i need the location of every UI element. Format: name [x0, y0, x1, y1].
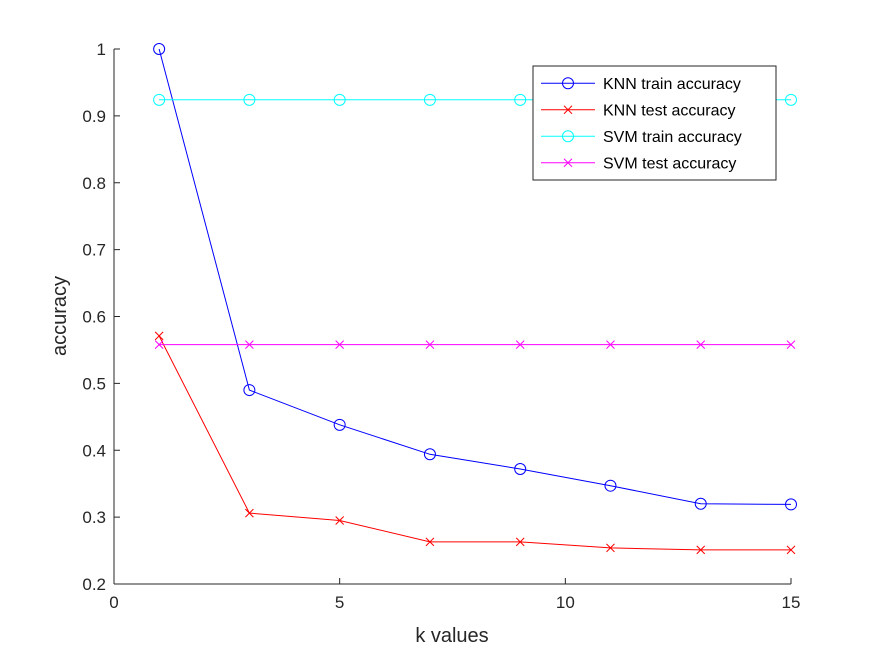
series-line	[158, 335, 791, 551]
legend-item: KNN test accuracy	[541, 102, 735, 119]
data-point	[604, 479, 617, 492]
marker-stroke	[245, 508, 254, 518]
data-point	[333, 93, 346, 106]
marker-stroke	[515, 537, 525, 547]
data-point	[785, 498, 797, 511]
legend-marker	[562, 130, 574, 143]
data-point	[514, 93, 527, 106]
x-tick-label: 0	[109, 593, 118, 612]
marker-stroke	[786, 340, 796, 349]
x-tick-label: 5	[335, 593, 344, 612]
legend-label: SVM test accuracy	[603, 155, 736, 172]
marker-stroke	[515, 340, 525, 349]
marker-stroke	[335, 516, 345, 525]
y-tick-label: 1	[97, 40, 106, 59]
data-point	[514, 462, 527, 475]
data-point	[786, 340, 796, 349]
data-point	[515, 340, 525, 349]
data-point	[335, 516, 345, 525]
y-tick-label: 0.5	[82, 374, 106, 393]
y-tick-label: 0.4	[82, 441, 106, 460]
marker-stroke	[425, 340, 435, 349]
marker-stroke	[786, 545, 796, 555]
data-point	[243, 384, 256, 397]
data-point	[425, 537, 435, 547]
marker-stroke	[425, 537, 435, 547]
legend-item: SVM train accuracy	[541, 129, 742, 146]
x-tick-label: 10	[556, 593, 575, 612]
axes: 0 5 10 15 0.2 0.3 0.4 0.5 0.6 0.7 0.8 0.9 1	[82, 40, 800, 612]
marker-stroke	[154, 331, 164, 341]
y-tick-label: 0.7	[82, 241, 106, 260]
data-point	[696, 340, 706, 349]
data-point	[243, 93, 256, 106]
y-tick-label: 0.9	[82, 107, 106, 126]
data-point	[515, 537, 525, 547]
data-point	[153, 93, 166, 106]
data-point	[785, 93, 797, 106]
legend-marker	[563, 158, 573, 168]
x-tick-label: 15	[782, 593, 801, 612]
legend-marker	[563, 105, 573, 115]
marker-stroke	[696, 340, 706, 349]
marker-stroke	[563, 105, 573, 115]
y-axis-title: accuracy	[49, 276, 71, 356]
marker-stroke	[154, 340, 164, 349]
y-tick-label: 0.2	[82, 575, 106, 594]
marker-stroke	[245, 340, 254, 349]
legend-item: SVM test accuracy	[541, 155, 736, 172]
legend-label: KNN train accuracy	[603, 76, 741, 93]
data-point	[153, 43, 166, 55]
data-point	[245, 340, 254, 349]
legend-item: KNN train accuracy	[541, 76, 741, 93]
data-point	[245, 508, 254, 518]
y-tick-label: 0.3	[82, 508, 106, 527]
data-point	[696, 545, 706, 555]
marker-stroke	[696, 545, 706, 555]
marker-stroke	[335, 340, 345, 349]
series-knn-test-accuracy	[154, 331, 796, 555]
data-point	[423, 93, 436, 106]
y-tick-label: 0.6	[82, 308, 106, 327]
data-point	[606, 340, 615, 349]
data-point	[786, 545, 796, 555]
x-axis-title: k values	[415, 625, 488, 647]
marker-stroke	[563, 158, 573, 168]
legend-label: SVM train accuracy	[603, 129, 742, 146]
legend-marker	[562, 77, 574, 90]
y-tick-label: 0.8	[82, 174, 106, 193]
series-svm-test-accuracy	[154, 340, 796, 349]
legend: KNN train accuracy KNN test accuracy SVM t…	[532, 65, 777, 181]
series-line	[158, 48, 792, 505]
data-point	[154, 340, 164, 349]
marker-stroke	[606, 543, 615, 553]
data-point	[333, 418, 346, 431]
data-point	[425, 340, 435, 349]
data-point	[694, 497, 707, 510]
marker-stroke	[606, 340, 615, 349]
data-point	[335, 340, 345, 349]
data-point	[606, 543, 615, 553]
data-point	[154, 331, 164, 341]
data-point	[423, 448, 436, 461]
series-knn-train-accuracy	[153, 43, 797, 511]
legend-label: KNN test accuracy	[603, 102, 735, 119]
